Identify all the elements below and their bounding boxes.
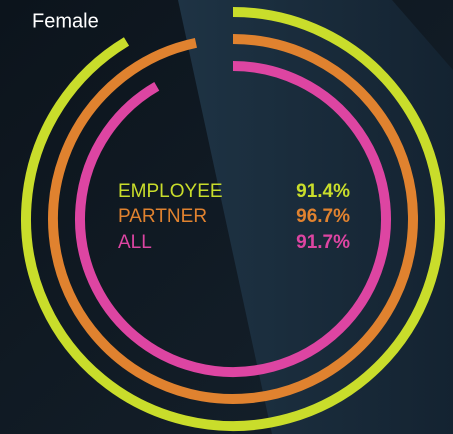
chart-title: Female (32, 10, 99, 32)
value-label: 96.7% (296, 206, 350, 227)
legend-label: EMPLOYEE (118, 181, 223, 202)
ring-bar (21, 7, 445, 431)
value-label: 91.4% (296, 181, 350, 202)
legend-label: PARTNER (118, 206, 207, 227)
ring-bar (48, 34, 418, 404)
ring-bar (75, 61, 391, 377)
legend-label: ALL (118, 232, 152, 253)
value-label: 91.7% (296, 232, 350, 253)
